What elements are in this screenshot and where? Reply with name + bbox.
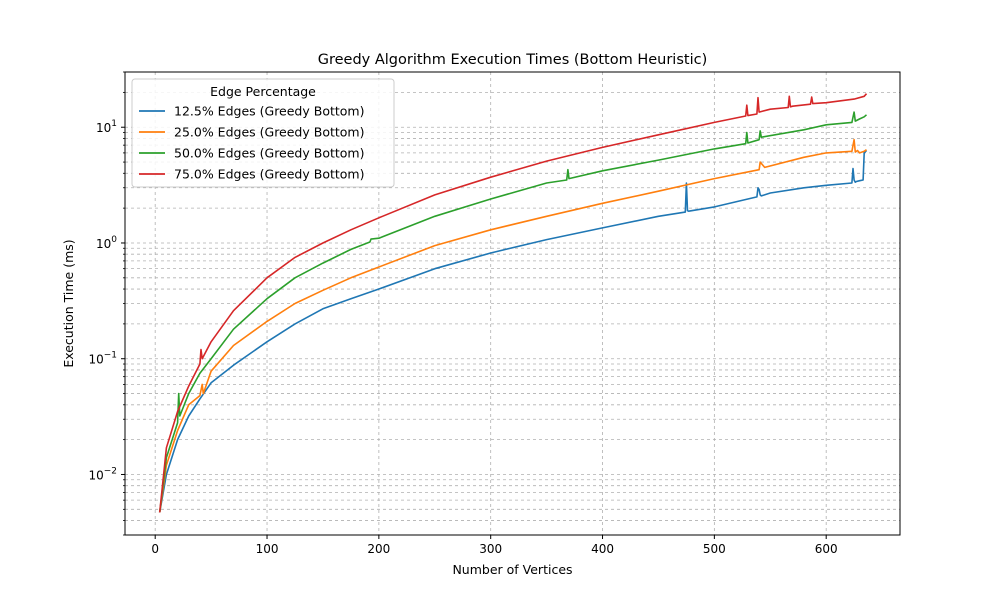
series-line [158,111,868,513]
series-line [158,93,868,513]
y-tick-label: 101 [96,119,117,135]
x-tick-label: 400 [591,542,614,556]
legend-label: 25.0% Edges (Greedy Bottom) [174,125,364,140]
x-tick-label: 600 [815,542,838,556]
legend-label: 12.5% Edges (Greedy Bottom) [174,104,364,119]
y-axis-label: Execution Time (ms) [61,239,76,367]
y-tick-label: 10−1 [88,351,117,367]
y-tick-label: 10−2 [88,466,117,482]
axis-ticks: 0 100 200 300 400 500 600 10−2 10−1 100 101 [88,71,838,556]
x-tick-label: 100 [256,542,279,556]
x-tick-label: 0 [151,542,159,556]
legend-title: Edge Percentage [210,84,316,99]
grid-lines [125,71,900,536]
y-tick-label: 100 [96,235,117,251]
x-axis-label: Number of Vertices [452,562,572,577]
legend-items: 12.5% Edges (Greedy Bottom) 25.0% Edges (… [139,104,364,182]
x-tick-label: 500 [703,542,726,556]
legend-label: 75.0% Edges (Greedy Bottom) [174,167,364,182]
series-line [158,138,867,513]
chart-title: Greedy Algorithm Execution Times (Bottom… [318,52,708,68]
plot-lines [158,93,868,513]
legend: Edge Percentage 12.5% Edges (Greedy Bott… [131,78,395,188]
legend-label: 50.0% Edges (Greedy Bottom) [174,146,364,161]
x-tick-label: 300 [479,542,502,556]
series-line [158,149,868,513]
x-tick-label: 200 [367,542,390,556]
legend-box [131,78,395,188]
